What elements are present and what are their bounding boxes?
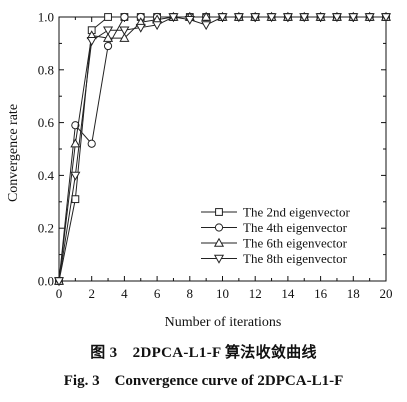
figure-caption-chinese: 图 3 2DPCA-L1-F 算法收敛曲线 — [90, 345, 317, 361]
legend-label: The 4th eigenvector — [243, 220, 348, 235]
data-point — [250, 13, 261, 23]
y-tick-label: 0.4 — [38, 168, 55, 183]
y-tick-label: 0.6 — [38, 115, 55, 130]
data-point — [86, 37, 97, 46]
y-axis-label: Convergence rate — [6, 104, 21, 202]
x-tick-label: 4 — [121, 286, 128, 301]
data-point — [70, 138, 81, 148]
legend-label: The 2nd eigenvector — [243, 205, 351, 220]
data-point — [103, 41, 113, 51]
data-point — [102, 32, 114, 42]
legend-item: The 4th eigenvector — [201, 220, 348, 235]
data-point — [53, 277, 65, 287]
data-point — [70, 171, 81, 181]
x-tick-label: 14 — [281, 286, 295, 301]
y-tick-label: 0.8 — [38, 62, 54, 77]
data-point — [233, 13, 244, 23]
legend-marker — [213, 254, 225, 264]
data-point — [348, 13, 359, 23]
x-tick-label: 12 — [249, 286, 262, 301]
data-point — [380, 13, 392, 23]
data-point — [119, 26, 130, 36]
data-point — [201, 21, 212, 31]
data-point — [184, 15, 195, 25]
axes: 0 2 4 6 8 10 12 14 16 18 20 0.0 0.2 0.4 0.6 0.8 1.0 — [38, 10, 393, 302]
legend-item: The 6th eigenvector — [201, 236, 348, 251]
data-point — [71, 195, 80, 204]
data-point — [266, 13, 277, 23]
x-tick-label: 20 — [380, 286, 393, 301]
x-tick-label: 16 — [314, 286, 328, 301]
x-tick-label: 8 — [187, 286, 194, 301]
data-point — [119, 32, 130, 42]
x-tick-label: 6 — [154, 286, 161, 301]
legend-marker — [215, 208, 223, 216]
data-point — [201, 11, 212, 21]
x-tick-label: 0 — [56, 286, 63, 301]
data-point — [104, 13, 112, 21]
legend-label: The 6th eigenvector — [243, 236, 348, 251]
y-tick-label: 0.2 — [38, 221, 54, 236]
data-point — [282, 13, 293, 23]
y-tick-label: 1.0 — [38, 10, 54, 25]
series-group — [53, 11, 392, 287]
data-point — [331, 13, 343, 23]
legend-marker — [213, 237, 225, 247]
data-point — [315, 13, 326, 23]
data-point — [152, 21, 163, 31]
legend-marker — [214, 223, 224, 232]
legend-item: The 8th eigenvector — [201, 251, 348, 266]
data-point — [135, 23, 146, 33]
series-triangle-down — [53, 13, 392, 287]
x-tick-label: 18 — [347, 286, 360, 301]
y-tick-label: 0.0 — [38, 274, 54, 289]
legend-item: The 2nd eigenvector — [201, 205, 351, 220]
data-point — [299, 13, 310, 23]
legend-label: The 8th eigenvector — [243, 251, 348, 266]
data-point — [217, 13, 228, 23]
data-point — [87, 139, 96, 148]
data-point — [102, 26, 114, 36]
convergence-chart: 0 2 4 6 8 10 12 14 16 18 20 0.0 0.2 0.4 0.6 0.8 1.0 The … — [6, 10, 393, 331]
data-point — [364, 13, 375, 23]
data-point — [168, 13, 179, 23]
x-tick-label: 10 — [216, 286, 229, 301]
data-point — [71, 121, 80, 130]
x-axis-label: Number of iterations — [165, 315, 282, 330]
x-tick-label: 2 — [88, 286, 95, 301]
data-point — [120, 12, 129, 22]
figure-caption-english: Fig. 3 Convergence curve of 2DPCA-L1-F — [63, 373, 344, 389]
